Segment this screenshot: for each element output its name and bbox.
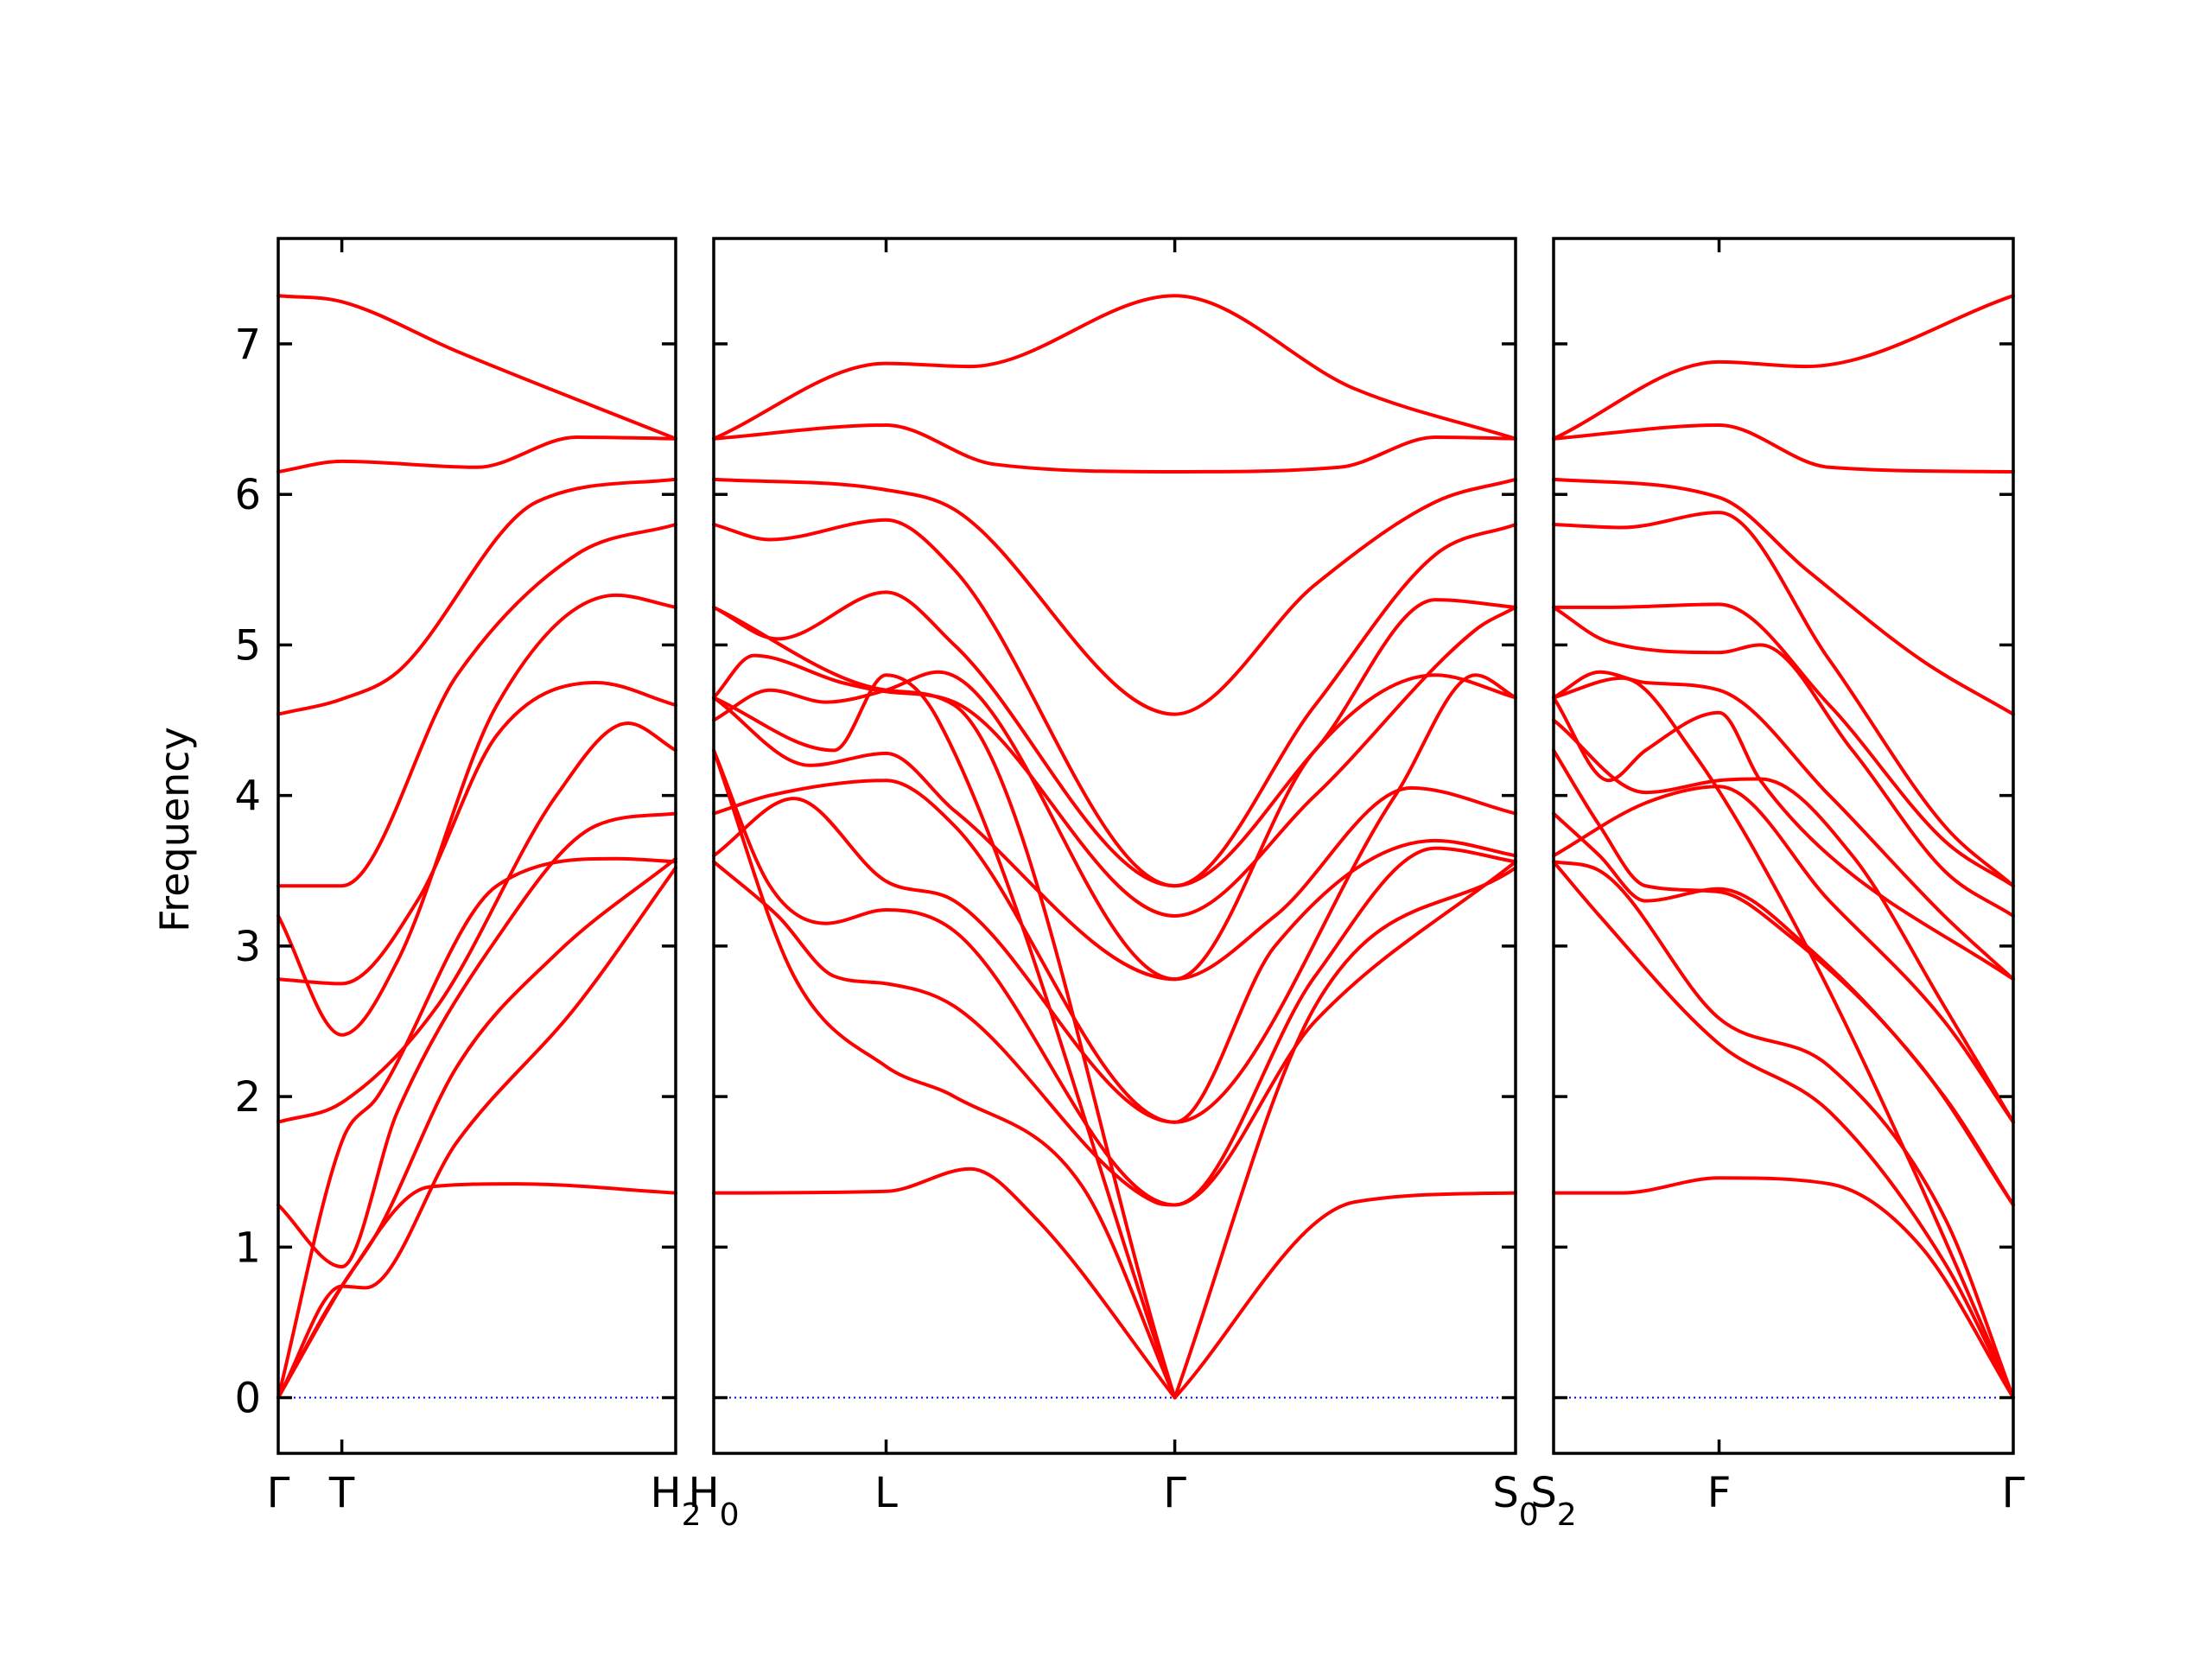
- band-line-p3-4: [1552, 511, 2015, 888]
- band-line-p1-4: [276, 523, 677, 888]
- xtick-label-subscript: 0: [720, 1497, 740, 1533]
- ytick-label-6: 6: [234, 471, 261, 519]
- panel-frames: [276, 237, 2015, 1455]
- panel-frame-1: [276, 237, 677, 1455]
- band-line-p3-7: [1552, 670, 2015, 982]
- panel-frame-2: [712, 237, 1517, 1455]
- band-line-p3-14: [1552, 860, 2015, 1400]
- xtick-label-subscript: 0: [1519, 1497, 1539, 1533]
- xtick-label-p1-2: T: [328, 1469, 355, 1517]
- ytick-label-5: 5: [234, 621, 261, 670]
- xtick-label-p1-1: Γ: [267, 1469, 290, 1517]
- band-line-p2-16: [1173, 866, 1517, 1400]
- y-axis-label: Frequency: [151, 727, 198, 932]
- band-line-p3-9: [1552, 718, 2015, 1124]
- band-line-p3-12: [1552, 748, 2015, 1207]
- band-line-p1-8: [276, 811, 677, 1268]
- tick-marks: [278, 238, 2013, 1453]
- ytick-label-4: 4: [234, 772, 261, 821]
- band-line-p2-12: [712, 860, 1517, 1207]
- band-line-p2-10: [712, 797, 1517, 1124]
- band-line-p2-8: [712, 696, 1517, 982]
- band-line-p1-5: [276, 593, 677, 1037]
- ytick-label-1: 1: [234, 1224, 261, 1272]
- ytick-label-0: 0: [234, 1375, 261, 1423]
- xtick-label-p3-3: Γ: [2002, 1469, 2025, 1517]
- xtick-label-p2-2: L: [874, 1469, 898, 1517]
- band-line-p3-5: [1552, 602, 2015, 888]
- xtick-label-p3-2: F: [1707, 1469, 1732, 1517]
- band-line-p2-14: [712, 673, 1177, 1400]
- band-line-p3-15: [1552, 676, 2015, 1400]
- band-line-p1-6: [276, 681, 677, 986]
- band-line-p2-7: [712, 670, 1517, 982]
- xtick-label-subscript: 2: [1557, 1497, 1577, 1533]
- band-line-p3-16: [1552, 1176, 2015, 1400]
- band-line-p2-2: [712, 423, 1517, 474]
- band-line-p1-7: [276, 721, 677, 1124]
- band-line-p1-2: [276, 435, 677, 474]
- band-line-p3-3: [1552, 477, 2015, 716]
- band-line-p2-11: [712, 748, 1517, 1207]
- band-line-p3-1: [1552, 294, 2015, 441]
- band-line-p2-6: [712, 605, 1517, 918]
- ytick-label-2: 2: [234, 1073, 261, 1122]
- ytick-label-3: 3: [234, 923, 261, 971]
- band-line-p2-15: [712, 605, 1177, 1400]
- band-line-p3-13: [1552, 860, 2015, 1400]
- band-lines: [276, 294, 2015, 1400]
- band-line-p2-9: [712, 673, 1517, 1124]
- band-line-p1-9: [276, 856, 677, 1400]
- band-line-p1-12: [276, 1182, 677, 1400]
- ytick-label-7: 7: [234, 321, 261, 369]
- band-line-p2-3: [712, 477, 1517, 716]
- band-line-p3-10: [1552, 785, 2015, 1124]
- band-line-p2-4: [712, 518, 1517, 888]
- band-line-p1-3: [276, 477, 677, 716]
- band-line-p2-18: [1173, 1191, 1517, 1400]
- band-line-p3-2: [1552, 423, 2015, 474]
- band-line-p3-6: [1552, 605, 2015, 918]
- band-line-p1-1: [276, 294, 677, 441]
- band-line-p2-17: [712, 1166, 1177, 1400]
- xtick-label-p2-3: Γ: [1163, 1469, 1186, 1517]
- band-line-p2-1: [712, 294, 1517, 441]
- band-line-p2-5: [712, 590, 1517, 888]
- band-line-p2-13: [712, 748, 1177, 1400]
- xtick-label-subscript: 2: [682, 1497, 702, 1533]
- band-line-p1-11: [276, 866, 677, 1400]
- panel-frame-3: [1552, 237, 2015, 1455]
